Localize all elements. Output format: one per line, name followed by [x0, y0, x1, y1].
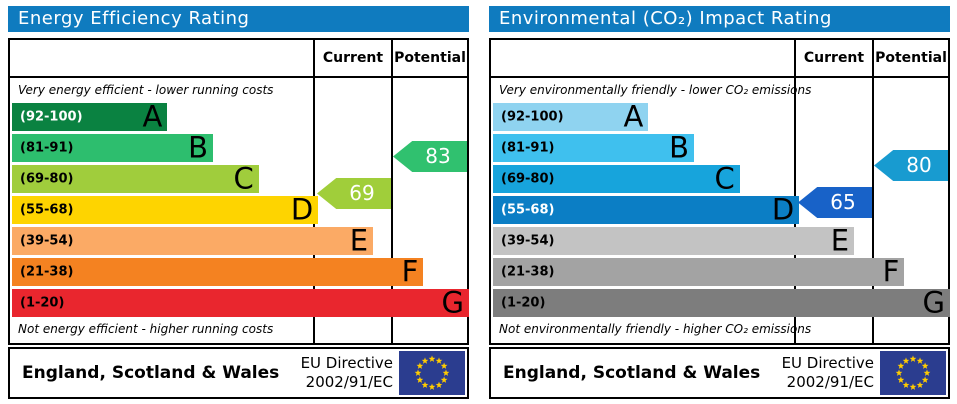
potential-column-header: Potential [394, 50, 466, 66]
band-row-c: (69-80) C [12, 161, 259, 195]
band-range-label: (21-38) [501, 264, 555, 280]
band-range-label: (69-80) [20, 171, 74, 187]
current-rating-value: 65 [830, 190, 856, 214]
column-divider [794, 40, 796, 343]
potential-rating-value: 80 [906, 153, 932, 177]
current-rating-arrow: 65 [798, 187, 872, 218]
band-range-label: (92-100) [501, 109, 564, 125]
current-column-header: Current [322, 50, 384, 66]
potential-column-header: Potential [875, 50, 947, 66]
energy-rating-chart: Current Potential Very energy efficient … [8, 38, 469, 345]
band-letter: C [714, 161, 735, 196]
band-row-b: (81-91) B [493, 130, 695, 164]
band-letter: A [623, 99, 644, 134]
band-letter: G [441, 285, 464, 320]
band-range-label: (1-20) [20, 295, 65, 311]
top-caption: Very environmentally friendly - lower CO… [499, 83, 812, 97]
band-range-label: (39-54) [20, 233, 74, 249]
environmental-panel-title: Environmental (CO₂) Impact Rating [489, 6, 950, 32]
band-letter: F [882, 254, 900, 289]
eu-directive-line2: 2002/91/EC [786, 373, 874, 391]
column-divider [872, 40, 874, 343]
band-row-g: (1-20) G [493, 285, 950, 319]
band-row-d: (55-68) D [493, 192, 800, 226]
environmental-impact-panel: Environmental (CO₂) Impact Rating Curren… [489, 6, 950, 399]
band-row-e: (39-54) E [493, 223, 855, 257]
header-divider [10, 76, 467, 78]
eu-directive-label: EU Directive 2002/91/EC [301, 354, 399, 393]
band-row-g: (1-20) G [12, 285, 469, 319]
band-row-a: (92-100) A [12, 99, 168, 133]
current-column-header: Current [803, 50, 865, 66]
energy-panel-footer: England, Scotland & Wales EU Directive 2… [8, 347, 469, 399]
band-range-label: (81-91) [501, 140, 555, 156]
eu-flag-icon [399, 351, 465, 395]
region-label: England, Scotland & Wales [22, 363, 280, 383]
band-row-b: (81-91) B [12, 130, 214, 164]
band-range-label: (81-91) [20, 140, 74, 156]
band-letter: D [290, 192, 314, 227]
potential-rating-arrow: 83 [393, 141, 467, 172]
column-divider [313, 40, 315, 343]
eu-directive-label: EU Directive 2002/91/EC [782, 354, 880, 393]
eu-directive-line1: EU Directive [781, 353, 874, 372]
band-range-label: (21-38) [20, 264, 74, 280]
column-divider [391, 40, 393, 343]
energy-efficiency-panel: Energy Efficiency Rating Current Potenti… [8, 6, 469, 399]
eu-directive-line2: 2002/91/EC [305, 373, 393, 391]
band-range-label: (1-20) [501, 295, 546, 311]
header-divider [491, 76, 948, 78]
band-letter: G [922, 285, 945, 320]
band-range-label: (69-80) [501, 171, 555, 187]
band-letter: A [142, 99, 163, 134]
band-range-label: (92-100) [20, 109, 83, 125]
environmental-rating-chart: Current Potential Very environmentally f… [489, 38, 950, 345]
band-range-label: (55-68) [20, 202, 74, 218]
current-rating-value: 69 [349, 181, 375, 205]
band-row-f: (21-38) F [493, 254, 905, 288]
eu-flag-icon [880, 351, 946, 395]
bottom-caption: Not energy efficient - higher running co… [18, 322, 274, 336]
environmental-chart-body: Very environmentally friendly - lower CO… [491, 78, 950, 343]
bottom-caption: Not environmentally friendly - higher CO… [499, 322, 812, 336]
current-rating-arrow: 69 [317, 178, 391, 209]
band-letter: F [401, 254, 419, 289]
top-caption: Very energy efficient - lower running co… [18, 83, 274, 97]
band-letter: C [233, 161, 254, 196]
region-label: England, Scotland & Wales [503, 363, 761, 383]
band-row-a: (92-100) A [493, 99, 649, 133]
environmental-panel-footer: England, Scotland & Wales EU Directive 2… [489, 347, 950, 399]
band-letter: E [349, 223, 369, 258]
band-letter: B [188, 130, 209, 165]
potential-rating-value: 83 [425, 144, 451, 168]
potential-rating-arrow: 80 [874, 150, 948, 181]
eu-directive-line1: EU Directive [300, 353, 393, 372]
energy-chart-body: Very energy efficient - lower running co… [10, 78, 469, 343]
band-row-c: (69-80) C [493, 161, 740, 195]
energy-panel-title: Energy Efficiency Rating [8, 6, 469, 32]
band-row-e: (39-54) E [12, 223, 374, 257]
band-letter: E [830, 223, 850, 258]
band-letter: D [771, 192, 795, 227]
band-range-label: (55-68) [501, 202, 555, 218]
band-row-f: (21-38) F [12, 254, 424, 288]
band-row-d: (55-68) D [12, 192, 319, 226]
band-range-label: (39-54) [501, 233, 555, 249]
band-letter: B [669, 130, 690, 165]
